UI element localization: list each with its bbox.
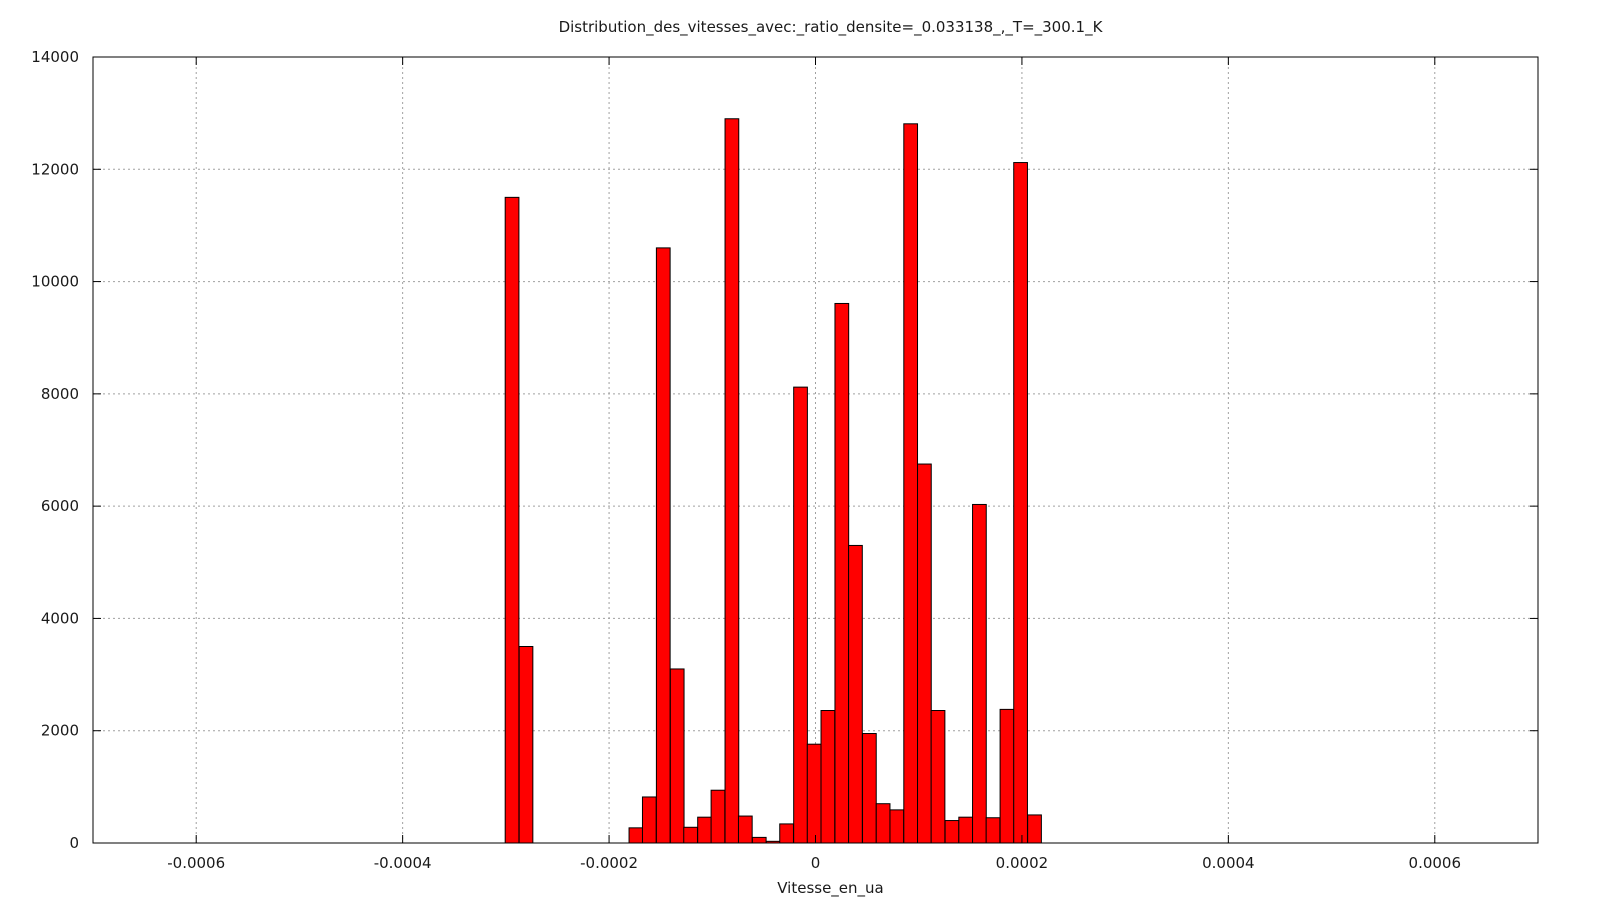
grid-layer [93,57,1538,843]
histogram-bar [697,816,712,844]
histogram-bar [917,463,932,844]
x-tick-label: 0.0002 [996,854,1049,872]
histogram-bar [737,815,753,844]
x-tick-label: -0.0006 [167,854,225,872]
y-tick-label: 14000 [31,48,79,66]
histogram-bar [848,544,863,844]
histogram-bar [806,743,822,844]
ticks-layer [93,56,1538,844]
histogram-bar [820,710,836,844]
bars-layer [504,118,1042,844]
y-tick-label: 10000 [31,273,79,291]
histogram-bar [655,247,671,844]
histogram-bar [669,668,685,844]
histogram-bar [628,827,644,844]
histogram-bar [930,710,946,844]
x-tick-label: 0.0006 [1409,854,1462,872]
x-tick-label: -0.0004 [374,854,432,872]
histogram-bar [1013,162,1028,844]
x-tick-label: 0.0004 [1202,854,1255,872]
histogram-bar [793,386,808,844]
histogram-bar [779,823,794,844]
histogram-bar [862,733,877,844]
histogram-bar [903,123,919,844]
labels-layer: -0.0006 -0.0004 -0.0002 0 0.0002 0.0004 0.0006… [31,48,1461,872]
histogram-bar [999,708,1015,844]
x-tick-label: 0 [811,854,821,872]
histogram-bar [889,809,905,844]
histogram-bar [504,196,520,844]
y-tick-label: 2000 [41,722,79,740]
y-tick-label: 4000 [41,609,79,627]
y-tick-label: 8000 [41,385,79,403]
y-tick-label: 6000 [41,497,79,515]
y-tick-label: 12000 [31,160,79,178]
histogram-bar [710,789,726,844]
plot-frame [92,56,1539,844]
x-axis-title: Vitesse_en_ua [777,879,884,898]
histogram-bar [751,836,767,844]
histogram-bar [641,796,657,844]
histogram-bar [1027,814,1042,844]
histogram-bar [972,503,987,844]
y-tick-label: 0 [69,834,79,852]
histogram-bar [985,817,1001,844]
histogram-bar [834,302,850,844]
histogram-bar [944,820,960,844]
histogram-bar [518,646,534,844]
histogram-bar [875,803,891,844]
histogram-bar [683,826,698,844]
histogram-bar [724,118,740,844]
x-tick-label: -0.0002 [580,854,638,872]
chart-title: Distribution_des_vitesses_avec:_ratio_de… [559,18,1104,37]
histogram-bar [958,816,974,844]
